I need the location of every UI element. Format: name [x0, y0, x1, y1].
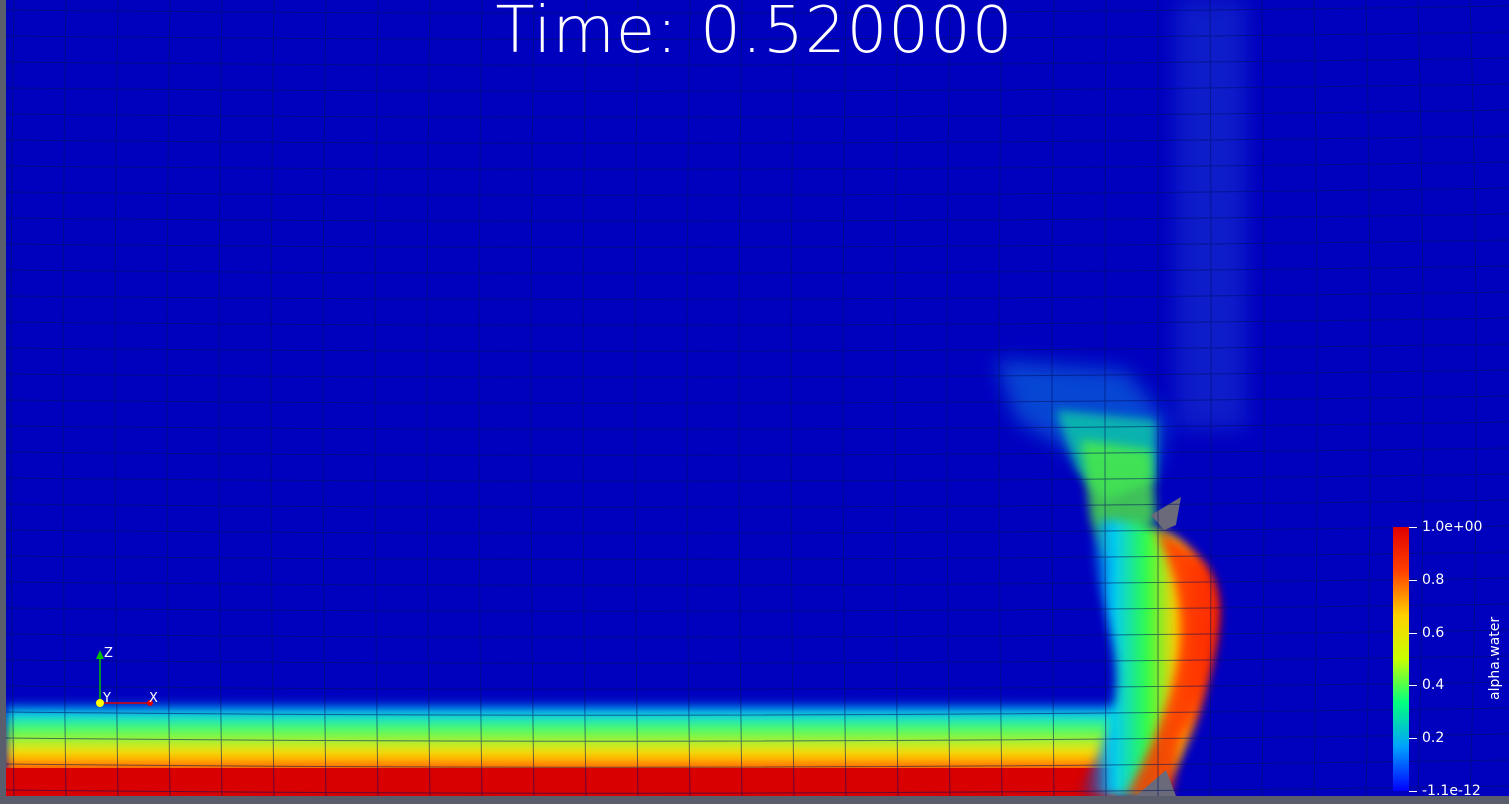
colorbar-tick	[1409, 632, 1417, 634]
render-viewport[interactable]	[6, 0, 1509, 796]
colorbar-tick	[1409, 685, 1417, 687]
colorbar-tick	[1409, 579, 1417, 581]
obstacle	[1151, 497, 1181, 530]
wave-core	[1126, 530, 1217, 796]
colorbar-legend	[1393, 527, 1409, 791]
colorbar-tick-label: 0.6	[1422, 624, 1445, 641]
simulation-field	[6, 0, 1509, 796]
mesh-grid	[6, 0, 1509, 796]
colorbar-tick-label: 0.8	[1422, 571, 1445, 588]
time-label: Time: 0.520000	[495, 0, 1014, 68]
colorbar-tick-label: 0.4	[1422, 677, 1445, 694]
axis-z-label: Z	[104, 646, 113, 661]
colorbar-tick-label: -1.1e-12	[1422, 783, 1481, 799]
colorbar-tick	[1409, 738, 1417, 740]
colorbar-tick	[1409, 791, 1417, 792]
colorbar-tick-label: 1.0e+00	[1422, 519, 1483, 535]
colorbar-tick	[1409, 527, 1417, 528]
colorbar-title: alpha.water	[1487, 616, 1503, 700]
obstacle-base	[1136, 770, 1176, 796]
colorbar-tick-label: 0.2	[1422, 730, 1445, 747]
orientation-axes	[96, 650, 153, 707]
axis-y-label: Y	[103, 691, 111, 706]
axis-x-label: X	[149, 691, 158, 706]
